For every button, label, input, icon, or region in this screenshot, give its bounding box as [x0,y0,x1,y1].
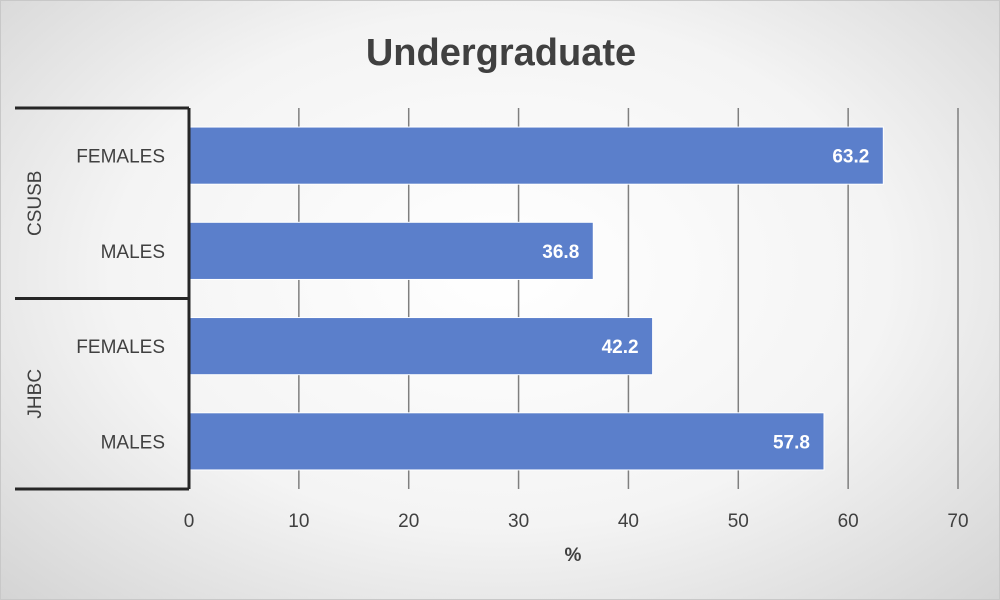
bar [188,221,594,280]
chart-title: Undergraduate [366,32,636,74]
category-label: MALES [101,242,165,263]
data-label: 42.2 [602,337,639,358]
data-label: 36.8 [542,242,579,263]
value-axis: 0 10 20 30 40 50 60 70 [184,511,969,532]
x-axis-title: % [565,545,582,566]
bar [188,412,825,471]
data-label: 63.2 [832,147,869,168]
bars: 63.2 36.8 42.2 57.8 [188,126,884,471]
x-tick-label: 20 [398,511,419,532]
category-label: FEMALES [76,337,165,358]
category-axis: FEMALES MALES FEMALES MALES CSUSB JHBC [15,106,191,491]
x-tick-label: 10 [288,511,309,532]
data-label: 57.8 [773,432,810,453]
bar [188,317,654,376]
bar [188,126,884,185]
x-tick-label: 40 [618,511,639,532]
x-tick-label: 0 [184,511,195,532]
x-tick-label: 60 [838,511,859,532]
x-tick-label: 70 [947,511,968,532]
x-tick-label: 30 [508,511,529,532]
group-label: CSUSB [25,171,46,236]
category-label: FEMALES [76,147,165,168]
category-label: MALES [101,432,165,453]
group-label: JHBC [25,369,46,419]
x-tick-label: 50 [728,511,749,532]
